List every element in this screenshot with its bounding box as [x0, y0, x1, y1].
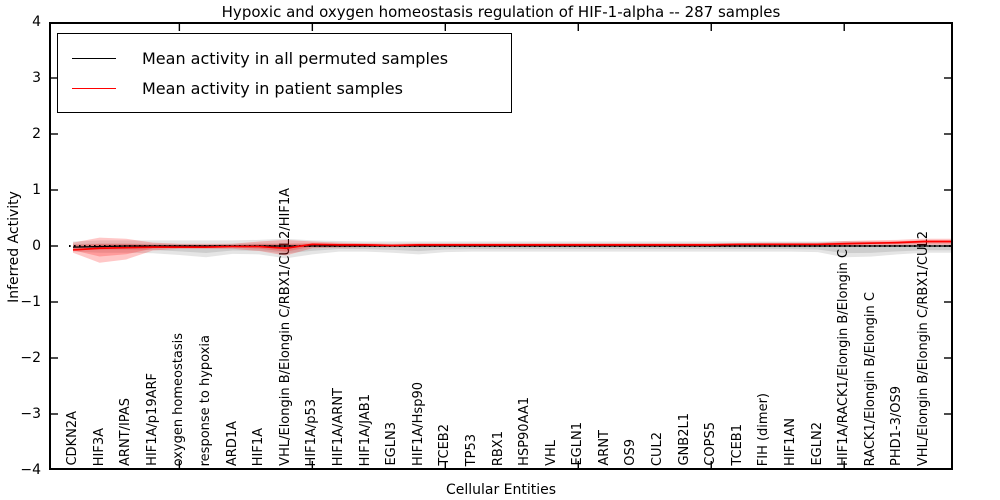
y-tick-label: −3: [20, 406, 41, 422]
plot-area: CDKN2A HIF3A ARNT/IPAS HIF1A/p19ARF oxygen h…: [49, 22, 953, 470]
y-tick-label: 3: [32, 70, 41, 86]
x-axis-label: Cellular Entities: [445, 482, 557, 498]
legend: Mean activity in all permuted samples Me…: [57, 33, 512, 113]
legend-entry-patient: Mean activity in patient samples: [72, 73, 511, 103]
y-tick-label: 1: [32, 182, 41, 198]
y-tick-label: −1: [20, 294, 41, 310]
legend-label-patient: Mean activity in patient samples: [142, 78, 403, 98]
y-tick-label: 4: [32, 14, 41, 30]
permuted-line-swatch: [72, 57, 116, 59]
plot-canvas: [51, 24, 951, 468]
patient-line-swatch: [72, 87, 116, 89]
patient-mean-line: [72, 240, 951, 251]
y-tick-label: −4: [20, 462, 41, 478]
y-tick-label: 2: [32, 126, 41, 142]
legend-entry-permuted: Mean activity in all permuted samples: [72, 43, 511, 73]
legend-label-permuted: Mean activity in all permuted samples: [142, 48, 449, 68]
y-tick-label: 0: [32, 238, 41, 254]
y-tick-labels: 4 3 2 1 0 −1 −2 −3 −4: [0, 0, 44, 500]
y-tick-label: −2: [20, 350, 41, 366]
chart-title: Hypoxic and oxygen homeostasis regulatio…: [221, 3, 781, 21]
